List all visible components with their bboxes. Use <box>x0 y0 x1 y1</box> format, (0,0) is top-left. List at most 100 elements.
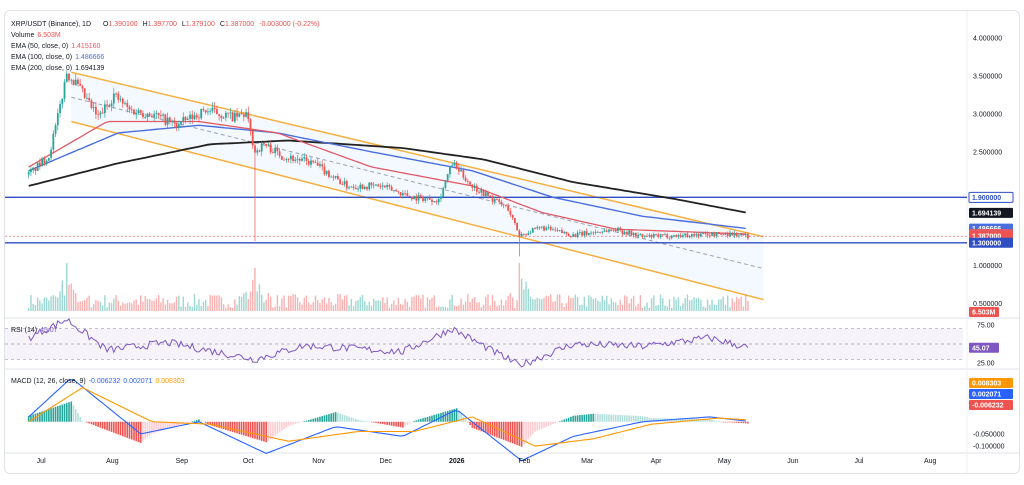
macd-histogram-bar <box>346 415 348 422</box>
volume-bar <box>86 297 88 311</box>
macd-histogram-bar <box>406 421 409 425</box>
candle-body <box>359 184 362 189</box>
macd-histogram-bar <box>446 410 449 422</box>
macd-histogram-bar <box>491 421 494 436</box>
candle-body <box>61 98 64 105</box>
macd-histogram-bar <box>717 421 720 423</box>
macd-histogram-bar <box>175 421 178 427</box>
candle-body <box>86 97 88 99</box>
legend-rsi[interactable]: RSI (14) 45.07 <box>11 327 58 334</box>
candle-body <box>372 184 375 186</box>
volume-bar <box>274 306 276 311</box>
volume-bar <box>507 295 509 311</box>
macd-histogram-bar <box>628 415 630 422</box>
candle-body <box>536 227 539 229</box>
macd-histogram-bar <box>249 421 252 438</box>
channel-lower-line[interactable] <box>71 120 764 301</box>
volume-bar <box>337 294 339 311</box>
candle-body <box>128 106 131 110</box>
price-axis[interactable]: 4.000000 3.500000 3.000000 2.500000 1.000000… <box>968 36 1014 451</box>
volume-bar <box>556 294 559 311</box>
macd-histogram-bar <box>312 418 315 422</box>
candle-body <box>706 233 709 236</box>
price-tick-label: 4.000000 <box>973 36 1002 43</box>
volume-bar <box>99 302 102 311</box>
macd-histogram-bar <box>164 421 167 430</box>
macd-histogram-bar <box>213 421 216 427</box>
legend-symbol[interactable]: XRP/USDT (Binance), 1D <box>11 21 91 28</box>
volume-bar <box>561 302 563 311</box>
volume-bar <box>536 297 538 311</box>
legend-ema200[interactable]: EMA (200, close, 0) 1.694139 <box>11 65 104 72</box>
volume-bar <box>709 304 711 311</box>
volume-bar <box>204 299 207 311</box>
candle-body <box>341 184 344 185</box>
legend-volume[interactable]: Volume 6.503M <box>11 32 61 39</box>
volume-bar <box>45 297 48 311</box>
volume-bar <box>404 298 406 311</box>
volume-bar <box>489 305 491 311</box>
candle-body <box>321 164 324 167</box>
volume-bar <box>54 296 57 311</box>
macd-histogram-bar <box>216 421 218 428</box>
candle-body <box>198 117 200 119</box>
volume-bar <box>675 299 677 311</box>
macd-histogram-bar <box>419 418 422 422</box>
macd-histogram-bar <box>653 418 655 422</box>
macd-histogram-bar <box>390 421 393 426</box>
macd-histogram-bar <box>536 421 539 431</box>
legend-ema50[interactable]: EMA (50, close, 0) 1.415160 <box>11 43 101 50</box>
macd-histogram-bar <box>294 421 297 425</box>
macd-histogram-bar <box>285 421 288 428</box>
candle-body <box>688 236 691 238</box>
macd-histogram-bar <box>355 419 357 422</box>
volume-bar <box>346 295 348 311</box>
candle-body <box>570 236 572 238</box>
candle-body <box>180 121 182 125</box>
macd-histogram-bar <box>738 421 740 423</box>
legend-ema100[interactable]: EMA (100, close, 0) 1.486666 <box>11 54 104 61</box>
candle-body <box>554 229 557 231</box>
candle-body <box>538 227 541 228</box>
candlesticks <box>27 70 749 257</box>
parallel-channel[interactable] <box>71 71 764 301</box>
time-tick-label: Jul <box>854 458 863 465</box>
candle-body <box>513 217 516 223</box>
macd-histogram-bar <box>366 421 368 422</box>
legend-macd[interactable]: MACD (12, 26, close, 9) -0.006232 0.002071… <box>11 378 185 385</box>
volume-bar <box>662 298 664 311</box>
volume-bar <box>525 281 527 311</box>
candle-body <box>314 162 317 164</box>
candle-body <box>240 113 243 115</box>
macd-histogram-bar <box>623 415 626 422</box>
horizontal-levels[interactable] <box>5 196 967 244</box>
volume-bar <box>330 302 332 311</box>
candle-body <box>413 196 415 200</box>
candle-body <box>27 172 30 175</box>
macd-histogram-bar <box>231 421 234 432</box>
volume-bar <box>272 307 274 311</box>
macd-histogram-bar <box>377 421 380 424</box>
volume-bar <box>59 291 61 311</box>
candle-body <box>440 196 442 199</box>
macd-histogram-bar <box>209 421 211 426</box>
macd-histogram-bar <box>455 408 458 422</box>
candle-body <box>258 150 261 152</box>
trading-chart[interactable]: 4.000000 3.500000 3.000000 2.500000 1.000000… <box>5 11 1019 473</box>
volume-bar <box>323 297 326 311</box>
candle-body <box>639 234 642 236</box>
macd-tick-label: -0.050000 <box>973 431 1005 438</box>
macd-histogram-bar <box>395 421 397 427</box>
signal-line <box>28 386 746 447</box>
candle-body <box>242 114 245 117</box>
macd-histogram-bar <box>677 418 680 422</box>
macd-histogram-bar <box>108 421 111 432</box>
macd-histogram-bar <box>411 421 413 423</box>
volume-bar <box>740 296 742 311</box>
channel-upper-line[interactable] <box>71 71 764 238</box>
volume-bar <box>379 300 382 311</box>
time-axis[interactable]: Jul Aug Sep Oct Nov Dec 2026 Feb Mar Apr May Jun Jul… <box>37 458 937 465</box>
macd-histogram-bar <box>496 421 498 438</box>
volume-bar <box>216 295 218 311</box>
legend-ohlc: O1.390100 H1.397700 L1.379100 C1.387000 … <box>103 21 319 28</box>
